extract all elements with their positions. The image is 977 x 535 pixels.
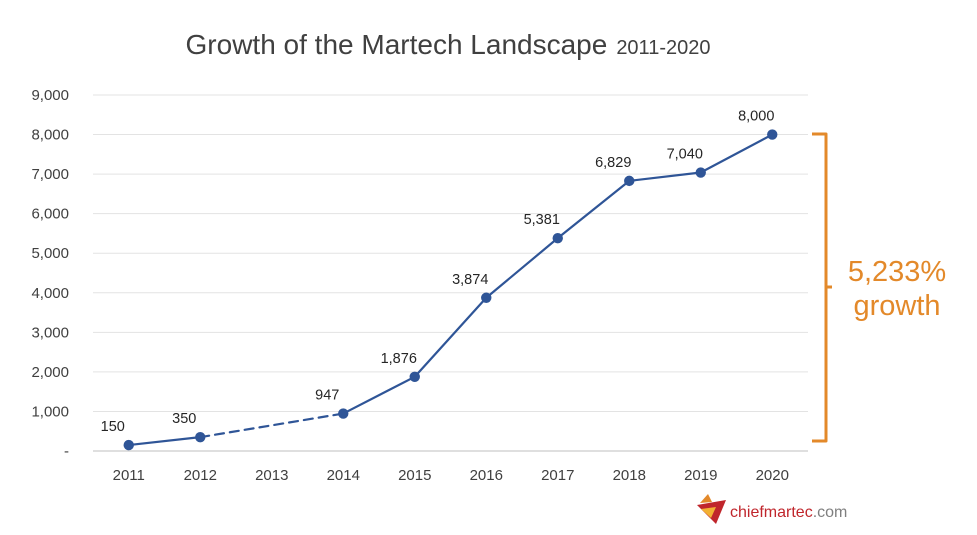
line-segment bbox=[342, 375, 416, 415]
growth-label: growth bbox=[853, 290, 940, 322]
logo-brand-text: chiefmartec bbox=[730, 504, 813, 521]
y-tick-label: 9,000 bbox=[31, 87, 69, 104]
data-point-2011 bbox=[123, 439, 134, 451]
data-point-2012 bbox=[195, 431, 206, 443]
gridlines bbox=[93, 94, 808, 452]
x-tick-label: 2014 bbox=[327, 467, 360, 484]
x-tick-label: 2015 bbox=[398, 467, 431, 484]
data-label-2017: 5,381 bbox=[524, 212, 560, 228]
svg-text:chiefmartec.com: chiefmartec.com bbox=[730, 504, 847, 521]
data-label-2018: 6,829 bbox=[595, 155, 631, 171]
data-point-2016 bbox=[481, 292, 492, 303]
chiefmartec-logo-icon bbox=[697, 494, 726, 524]
series-points bbox=[123, 129, 778, 451]
chart-title-main: Growth of the Martech Landscape bbox=[186, 29, 608, 60]
series-line bbox=[127, 133, 774, 447]
growth-percentage: 5,233% bbox=[848, 256, 946, 288]
x-tick-label: 2013 bbox=[255, 467, 288, 484]
y-tick-label: 7,000 bbox=[31, 166, 69, 183]
x-axis-ticks: 2011 2012 2013 2014 2015 2016 2017 2018 2019 2020 bbox=[113, 467, 789, 484]
y-tick-label: 6,000 bbox=[31, 206, 69, 223]
line-segment bbox=[127, 436, 202, 447]
x-tick-label: 2012 bbox=[184, 467, 217, 484]
data-point-2014 bbox=[338, 408, 349, 419]
dashed-line-segment bbox=[199, 412, 345, 439]
data-label-2019: 7,040 bbox=[667, 147, 703, 163]
x-tick-label: 2020 bbox=[756, 467, 789, 484]
x-tick-label: 2016 bbox=[470, 467, 503, 484]
y-tick-label: 1,000 bbox=[31, 403, 69, 420]
y-tick-label: 4,000 bbox=[31, 285, 69, 302]
y-tick-label: 8,000 bbox=[31, 127, 69, 144]
data-point-2019 bbox=[695, 167, 706, 178]
line-segment bbox=[699, 133, 774, 174]
line-segment bbox=[556, 179, 631, 240]
y-axis-ticks: - 1,000 2,000 3,000 4,000 5,000 6,000 7,000 8,00… bbox=[31, 87, 69, 460]
x-tick-label: 2018 bbox=[613, 467, 646, 484]
data-point-2020 bbox=[767, 129, 778, 140]
line-segment bbox=[413, 296, 488, 378]
growth-bracket bbox=[812, 132, 832, 443]
x-tick-label: 2011 bbox=[113, 467, 145, 484]
chiefmartec-logo: chiefmartec.com bbox=[697, 494, 847, 524]
data-point-2015 bbox=[409, 371, 420, 382]
logo-domain-text: .com bbox=[813, 504, 848, 521]
data-label-2016: 3,874 bbox=[452, 272, 488, 288]
y-tick-label: 3,000 bbox=[31, 324, 69, 341]
data-label-2015: 1,876 bbox=[381, 351, 417, 367]
line-segment bbox=[485, 237, 559, 299]
data-label-2012: 350 bbox=[172, 411, 196, 427]
data-point-2017 bbox=[552, 232, 563, 244]
x-tick-label: 2019 bbox=[684, 467, 717, 484]
chart-title-years: 2011-2020 bbox=[616, 37, 710, 59]
y-tick-label: 5,000 bbox=[31, 245, 69, 262]
data-label-2020: 8,000 bbox=[738, 109, 774, 125]
x-tick-label: 2017 bbox=[541, 467, 574, 484]
y-tick-label: 2,000 bbox=[31, 364, 69, 381]
chart-title: Growth of the Martech Landscape 2011-2020 bbox=[186, 29, 711, 60]
data-point-2018 bbox=[624, 175, 635, 187]
y-tick-label: - bbox=[64, 443, 69, 460]
data-label-2014: 947 bbox=[315, 388, 339, 404]
data-label-2011: 150 bbox=[101, 419, 125, 435]
data-labels: 150 350 947 1,876 3,874 5,381 6,829 7,040 8,000 bbox=[101, 109, 775, 436]
line-segment bbox=[628, 171, 702, 182]
